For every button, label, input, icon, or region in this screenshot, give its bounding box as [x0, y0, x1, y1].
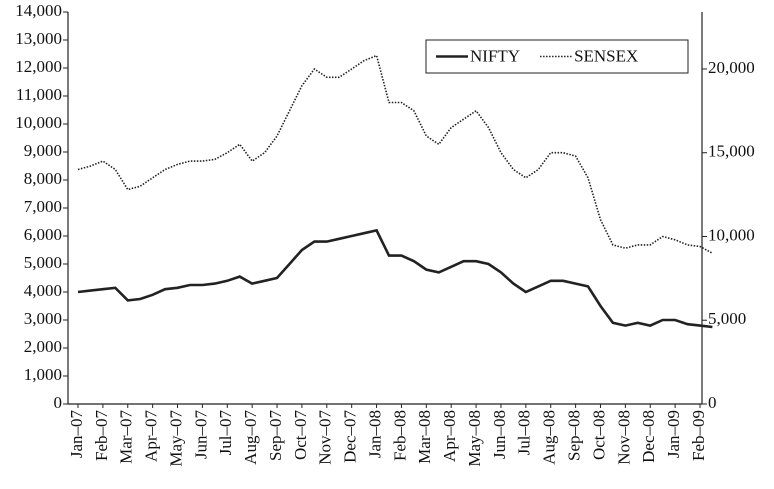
legend-label: NIFTY — [470, 46, 520, 65]
y-tick-label: 3,000 — [24, 309, 62, 328]
x-tick-label: Oct–08 — [589, 410, 608, 460]
x-tick-label: Mar–08 — [415, 410, 434, 464]
x-tick-label: Apr–08 — [440, 410, 459, 462]
x-tick-label: Jul–08 — [515, 410, 534, 455]
series-line — [77, 54, 713, 254]
y2-tick-label: 20,000 — [708, 58, 755, 77]
x-tick-label: Dec–08 — [639, 410, 658, 463]
y-tick-label: 4,000 — [24, 281, 62, 300]
x-tick-label: Jun–07 — [191, 410, 210, 460]
x-tick-label: Jan–07 — [67, 410, 86, 459]
y2-tick-label: 5,000 — [708, 309, 746, 328]
y-tick-label: 1,000 — [24, 365, 62, 384]
x-tick-label: Feb–07 — [92, 410, 111, 462]
x-tick-label: Apr–07 — [142, 410, 161, 462]
x-tick-label: Jan–09 — [664, 410, 683, 458]
x-tick-label: Sep–08 — [565, 410, 584, 461]
x-tick-label: Aug–07 — [241, 410, 260, 465]
y-tick-label: 8,000 — [24, 169, 62, 188]
x-tick-label: Dec–07 — [341, 410, 360, 463]
legend-label: SENSEX — [574, 46, 638, 65]
y-tick-label: 5,000 — [24, 253, 62, 272]
y-tick-label: 11,000 — [16, 85, 62, 104]
x-tick-label: Jul–07 — [216, 410, 235, 456]
x-tick-label: Aug–08 — [540, 410, 559, 465]
y-tick-label: 9,000 — [24, 141, 62, 160]
x-tick-label: Feb–08 — [390, 410, 409, 461]
y2-tick-label: 10,000 — [708, 225, 755, 244]
y-tick-label: 7,000 — [24, 197, 62, 216]
x-tick-label: May–08 — [465, 410, 484, 467]
legend-box — [425, 39, 689, 74]
legend: NIFTY SENSEX — [425, 39, 689, 74]
x-tick-label: Feb–09 — [689, 410, 708, 461]
x-tick-label: Jun–08 — [490, 410, 509, 459]
y2-tick-label: 0 — [708, 393, 717, 412]
y-tick-label: 12,000 — [15, 57, 62, 76]
y-tick-label: 14,000 — [15, 1, 62, 20]
x-tick-label: May–07 — [166, 410, 185, 467]
x-tick-label: Sep–07 — [266, 410, 285, 462]
y-tick-label: 0 — [54, 393, 63, 412]
y2-tick-label: 15,000 — [708, 142, 755, 161]
x-tick-label: Nov–07 — [316, 410, 335, 465]
y-tick-label: 13,000 — [15, 29, 62, 48]
series-line — [77, 228, 713, 329]
y-tick-label: 6,000 — [24, 225, 62, 244]
x-tick-label: Jan–08 — [365, 410, 384, 458]
x-tick-label: Oct–07 — [291, 410, 310, 461]
x-tick-label: Mar–07 — [117, 410, 136, 464]
y-tick-label: 2,000 — [24, 337, 62, 356]
x-tick-label: Nov–08 — [614, 410, 633, 465]
y-tick-label: 10,000 — [15, 113, 62, 132]
